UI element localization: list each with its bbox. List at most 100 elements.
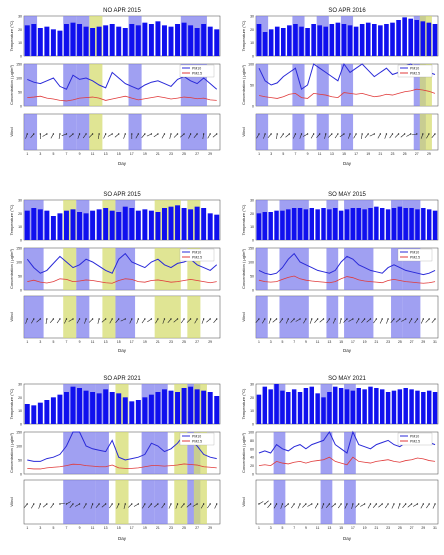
wind-arrow-origin bbox=[111, 318, 113, 320]
temp-bar bbox=[90, 392, 96, 424]
wind-arrow bbox=[68, 133, 74, 138]
event-shade bbox=[76, 114, 90, 150]
event-shade bbox=[273, 384, 286, 424]
event-shade bbox=[391, 248, 403, 290]
temp-y-label: Temperature (°C) bbox=[241, 20, 246, 51]
temp-tick-label: 30 bbox=[18, 199, 22, 203]
temp-bar bbox=[96, 393, 102, 424]
event-shade bbox=[24, 64, 38, 106]
wind-arrow-origin bbox=[276, 133, 278, 135]
event-shade bbox=[102, 248, 116, 290]
temp-bar bbox=[122, 206, 128, 240]
wind-arrow bbox=[84, 318, 87, 324]
temp-bar bbox=[291, 389, 297, 424]
wind-arrow-origin bbox=[72, 318, 74, 320]
event-shade bbox=[24, 248, 44, 290]
wind-arrow bbox=[141, 133, 146, 139]
wind-arrow bbox=[58, 133, 61, 139]
legend-pm10-label: PM10 bbox=[410, 250, 419, 254]
temp-bar bbox=[341, 24, 347, 56]
wind-arrow bbox=[344, 503, 348, 509]
conc-tick-label: 100 bbox=[248, 63, 254, 67]
event-shade bbox=[320, 432, 333, 474]
wind-arrow-origin bbox=[78, 133, 81, 135]
legend-pm25-label: PM2.5 bbox=[410, 255, 420, 259]
wind-arrow bbox=[334, 133, 339, 139]
temp-bar bbox=[214, 214, 220, 240]
temp-bar bbox=[385, 209, 391, 240]
temp-bar bbox=[90, 28, 96, 56]
temp-bar bbox=[371, 24, 377, 56]
wind-arrow bbox=[202, 133, 204, 139]
wind-arrow-origin bbox=[118, 318, 120, 320]
temp-bar bbox=[116, 26, 122, 56]
temp-bar bbox=[63, 392, 69, 424]
temp-bar bbox=[37, 402, 43, 424]
wind-arrow-origin bbox=[325, 133, 327, 135]
conc-y-label: Concentration ( µg/m³) bbox=[9, 64, 14, 105]
wind-arrow-origin bbox=[202, 133, 205, 135]
wind-arrow bbox=[343, 318, 348, 323]
wind-arrow-origin bbox=[39, 318, 42, 320]
x-tick-label: 19 bbox=[143, 526, 147, 530]
legend-pm25-label: PM2.5 bbox=[192, 439, 202, 443]
wind-arrow bbox=[123, 503, 126, 509]
conc-tick-label: 100 bbox=[16, 77, 22, 81]
wind-arrow bbox=[324, 133, 327, 139]
wind-arrow bbox=[64, 318, 67, 324]
x-tick-label: 13 bbox=[330, 152, 334, 156]
wind-arrow-origin bbox=[416, 318, 419, 320]
conc-tick-label: 150 bbox=[16, 431, 22, 435]
x-tick-label: 15 bbox=[117, 526, 121, 530]
temp-bar bbox=[161, 25, 167, 56]
temp-bar bbox=[335, 22, 341, 57]
x-tick-label: 5 bbox=[281, 526, 283, 530]
wind-arrow bbox=[161, 503, 165, 509]
wind-arrow-origin bbox=[144, 318, 146, 320]
wind-arrow-origin bbox=[269, 318, 272, 320]
wind-arrow-origin bbox=[282, 133, 284, 135]
wind-arrow-origin bbox=[65, 318, 68, 320]
x-tick-label: 9 bbox=[305, 526, 307, 530]
temp-y-label: Temperature (°C) bbox=[9, 388, 14, 419]
wind-arrow-origin bbox=[316, 503, 319, 505]
wind-arrow-origin bbox=[163, 133, 166, 135]
panel-3: SO APR 2015 0 10 20 30 Temperature (°C) 0 50 100… bbox=[9, 192, 221, 353]
x-tick-label: 19 bbox=[366, 152, 370, 156]
x-tick-label: 3 bbox=[39, 152, 41, 156]
x-tick-label: 7 bbox=[66, 340, 68, 344]
wind-arrow bbox=[367, 503, 371, 509]
temp-bar bbox=[129, 401, 135, 424]
wind-arrow-origin bbox=[410, 318, 413, 320]
wind-arrow-origin bbox=[202, 318, 205, 320]
wind-arrow-origin bbox=[131, 318, 133, 320]
wind-arrow-origin bbox=[118, 133, 120, 135]
wind-arrow bbox=[401, 318, 406, 322]
x-tick-label: 5 bbox=[282, 152, 284, 156]
temp-bar bbox=[262, 212, 268, 240]
wind-arrow-origin bbox=[39, 503, 42, 505]
temp-bar bbox=[365, 22, 371, 57]
wind-arrow bbox=[384, 503, 389, 509]
temp-bar bbox=[396, 20, 401, 56]
wind-arrow-origin bbox=[216, 133, 218, 135]
temp-tick-label: 30 bbox=[18, 15, 22, 19]
temp-bar bbox=[116, 393, 122, 424]
temp-bar bbox=[24, 25, 30, 56]
wind-arrow bbox=[255, 318, 260, 324]
wind-arrow bbox=[395, 318, 401, 323]
x-tick-label: 11 bbox=[91, 340, 95, 344]
temp-bar bbox=[309, 208, 315, 240]
wind-arrow bbox=[348, 318, 354, 322]
x-tick-label: 17 bbox=[351, 340, 355, 344]
wind-arrow-origin bbox=[393, 318, 395, 320]
wind-arrow-origin bbox=[104, 503, 107, 505]
temp-bar bbox=[379, 208, 385, 240]
event-shade bbox=[326, 200, 339, 240]
x-tick-label: 1 bbox=[26, 152, 28, 156]
wind-arrow bbox=[408, 318, 412, 324]
event-shade bbox=[256, 114, 269, 150]
x-axis-label: Day bbox=[343, 161, 352, 166]
wind-arrow bbox=[285, 318, 289, 324]
wind-arrow-origin bbox=[78, 503, 81, 505]
